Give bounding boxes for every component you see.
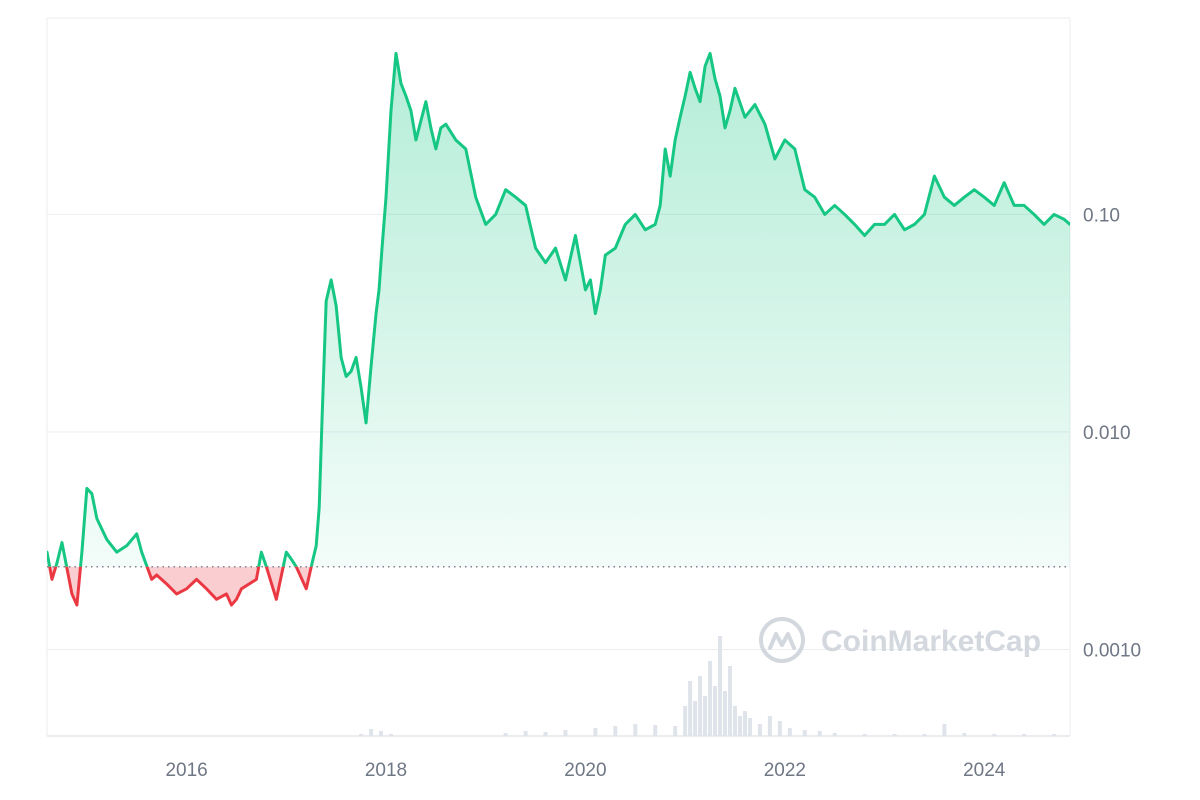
volume-bar [653,725,658,736]
volume-bar [718,636,723,736]
volume-bar [802,730,807,736]
volume-bar [992,734,997,736]
volume-bar [777,721,782,736]
volume-bar [563,730,568,736]
volume-bar [732,706,737,736]
volume-bar [742,711,747,736]
volume-bar [767,716,772,736]
price-line-up [47,51,1070,567]
volume-bar [683,706,688,736]
volume-bar [1022,734,1027,736]
x-tick-label: 2016 [165,760,207,781]
volume-bar [359,734,364,736]
volume-bar [613,726,618,736]
volume-bar [503,733,508,736]
volume-bar [708,661,713,736]
coinmarketcap-logo-icon [759,617,805,663]
watermark-text: CoinMarketCap [821,625,1041,658]
area-fill-below [47,566,1070,606]
y-tick-label: 0.010 [1083,423,1131,444]
volume-bar [727,666,732,736]
volume-bar [703,696,708,736]
volume-bar [369,729,374,736]
volume-bar [693,701,698,736]
volume-bar [379,731,384,736]
y-tick-label: 0.10 [1083,205,1120,226]
volume-bar [962,733,967,736]
volume-bar [1052,734,1057,736]
price-area [47,53,1070,606]
volume-bar [673,726,678,736]
volume-bar [817,731,822,736]
volume-bar [747,718,752,736]
volume-bar [942,724,947,736]
x-tick-label: 2018 [365,760,407,781]
x-tick-label: 2020 [564,760,606,781]
volume-bar [713,686,718,736]
volume-bar [737,716,742,736]
volume-bar [593,728,598,736]
volume-bar [688,681,693,736]
price-line-down [48,566,313,607]
volume-bar [723,691,728,736]
volume-bar [388,734,393,736]
x-tick-label: 2022 [764,760,806,781]
axis-ticks: 0.10 0.010 0.0010 2016 2018 2020 2022 2024 [165,205,1141,781]
volume-bar [757,724,762,736]
volume-bar [892,734,897,736]
volume-bar [523,731,528,736]
watermark: CoinMarketCap [759,617,1041,663]
y-tick-label: 0.0010 [1083,640,1141,661]
x-tick-label: 2024 [963,760,1006,781]
volume-bar [633,724,638,736]
volume-bar [543,732,548,736]
volume-bars [359,636,1057,736]
volume-bar [698,676,703,736]
area-fill-above [47,53,1070,567]
volume-bar [832,733,837,736]
volume-bar [787,728,792,736]
volume-bar [922,734,927,736]
volume-bar [862,734,867,736]
price-line [47,51,1070,607]
